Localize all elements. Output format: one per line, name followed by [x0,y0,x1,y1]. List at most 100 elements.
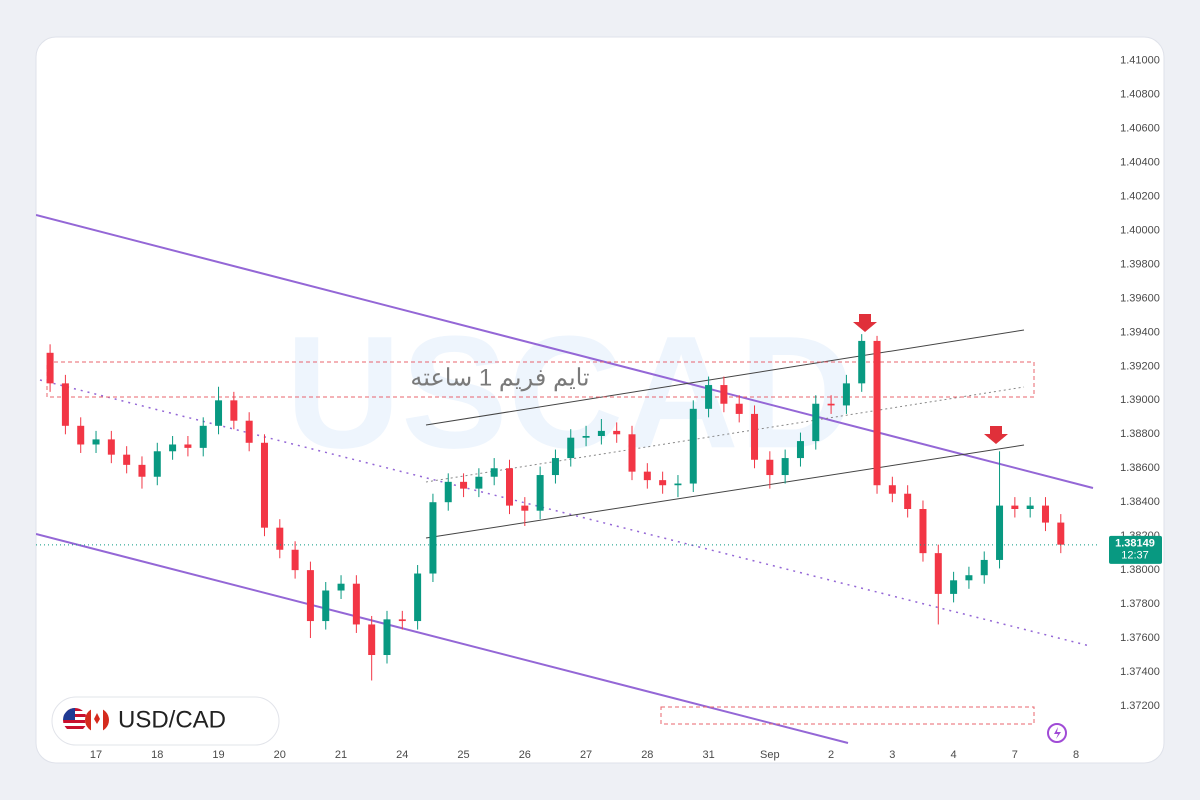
axes: 1.372001.374001.376001.378001.380001.382… [36,55,1162,761]
x-tick-label: 24 [396,749,408,761]
candle-body [674,483,682,486]
trend-line [36,533,849,744]
candle-body [291,549,299,571]
symbol-badge [51,696,280,746]
candle-body [582,435,590,438]
x-tick-label: 3 [889,749,895,761]
candle-body [567,437,575,459]
arrow-down [984,426,1008,444]
y-tick-label: 1.40000 [1120,224,1160,236]
candle-body [398,619,406,622]
candle-body [414,573,422,622]
candle-body [873,340,881,486]
flag-ca [85,708,109,732]
candle-body [751,413,759,460]
candle-body [322,590,330,622]
arrow-down [853,314,877,332]
last-price-label: 1.38149 [1115,538,1155,550]
y-tick-label: 1.40800 [1120,89,1160,101]
candle-body [123,454,131,465]
candle-body [705,385,713,409]
candle-body [245,420,253,443]
symbol: USD/CAD [118,706,226,733]
candle-body [536,475,544,511]
candle-body [1041,505,1049,523]
y-tick-label: 1.38600 [1120,462,1160,474]
x-tick-label: Sep [760,749,780,761]
candle-body [858,340,866,384]
candle-body [46,352,54,384]
y-tick-label: 1.38400 [1120,496,1160,508]
x-tick-label: 25 [457,749,469,761]
candle-body [827,403,835,406]
candle-body [169,444,177,452]
candles [46,334,1065,681]
x-tick-label: 19 [212,749,224,761]
candle-body [551,458,559,476]
candle-body [77,425,85,445]
candle-body [260,442,268,528]
y-tick-label: 1.37200 [1120,700,1160,712]
icon-bolt [1054,727,1061,739]
candle-body [1057,522,1065,545]
x-tick-label: 31 [702,749,714,761]
channel-line [425,444,1025,539]
candle-body [766,459,774,476]
y-tick-label: 1.39000 [1120,394,1160,406]
candle-body [153,451,161,477]
candle-body [689,408,697,484]
x-tick-label: 20 [274,749,286,761]
candle-body [61,383,69,426]
candle-body [460,481,468,489]
flag-us [63,708,87,732]
drawings [36,214,1094,744]
x-tick-label: 17 [90,749,102,761]
y-tick-label: 1.39600 [1120,292,1160,304]
y-tick-label: 1.38000 [1120,564,1160,576]
candle-body [1026,505,1034,509]
y-tick-label: 1.38800 [1120,428,1160,440]
card [35,36,1165,764]
x-tick-label: 4 [951,749,957,761]
y-tick-label: 1.41000 [1120,55,1160,67]
candle-body [429,502,437,574]
trend-line [36,214,1094,489]
candle-body [444,481,452,503]
countdown: 12:37 [1121,550,1149,562]
candle-body [506,468,514,506]
candle-body [735,403,743,414]
channel-mid [425,386,1025,483]
candle-body [490,468,498,477]
x-tick-label: 7 [1012,749,1018,761]
icon[interactable] [1047,723,1067,743]
y-tick-label: 1.39400 [1120,326,1160,338]
x-tick-label: 27 [580,749,592,761]
candle-body [199,425,207,448]
candle-body [92,439,100,445]
x-tick-label: 21 [335,749,347,761]
y-tick-label: 1.39800 [1120,258,1160,270]
candle-body [597,430,605,436]
candle-body [352,583,360,625]
x-tick-label: 2 [828,749,834,761]
candle-body [306,570,314,622]
y-tick-label: 1.40200 [1120,191,1160,203]
candle-body [368,624,376,656]
x-tick-label: 28 [641,749,653,761]
candle-body [659,480,667,486]
x-tick-label: 18 [151,749,163,761]
candle-body [230,400,238,421]
candle-body [842,383,850,406]
y-tick-label: 1.37600 [1120,632,1160,644]
zone [660,706,1035,725]
candle-body [996,505,1004,560]
candle-body [337,583,345,591]
candle-body [521,505,529,511]
candle-body [107,439,115,455]
candle-body [383,619,391,656]
y-tick-label: 1.39200 [1120,360,1160,372]
candle-body [796,441,804,459]
last-price-box [1109,535,1162,564]
